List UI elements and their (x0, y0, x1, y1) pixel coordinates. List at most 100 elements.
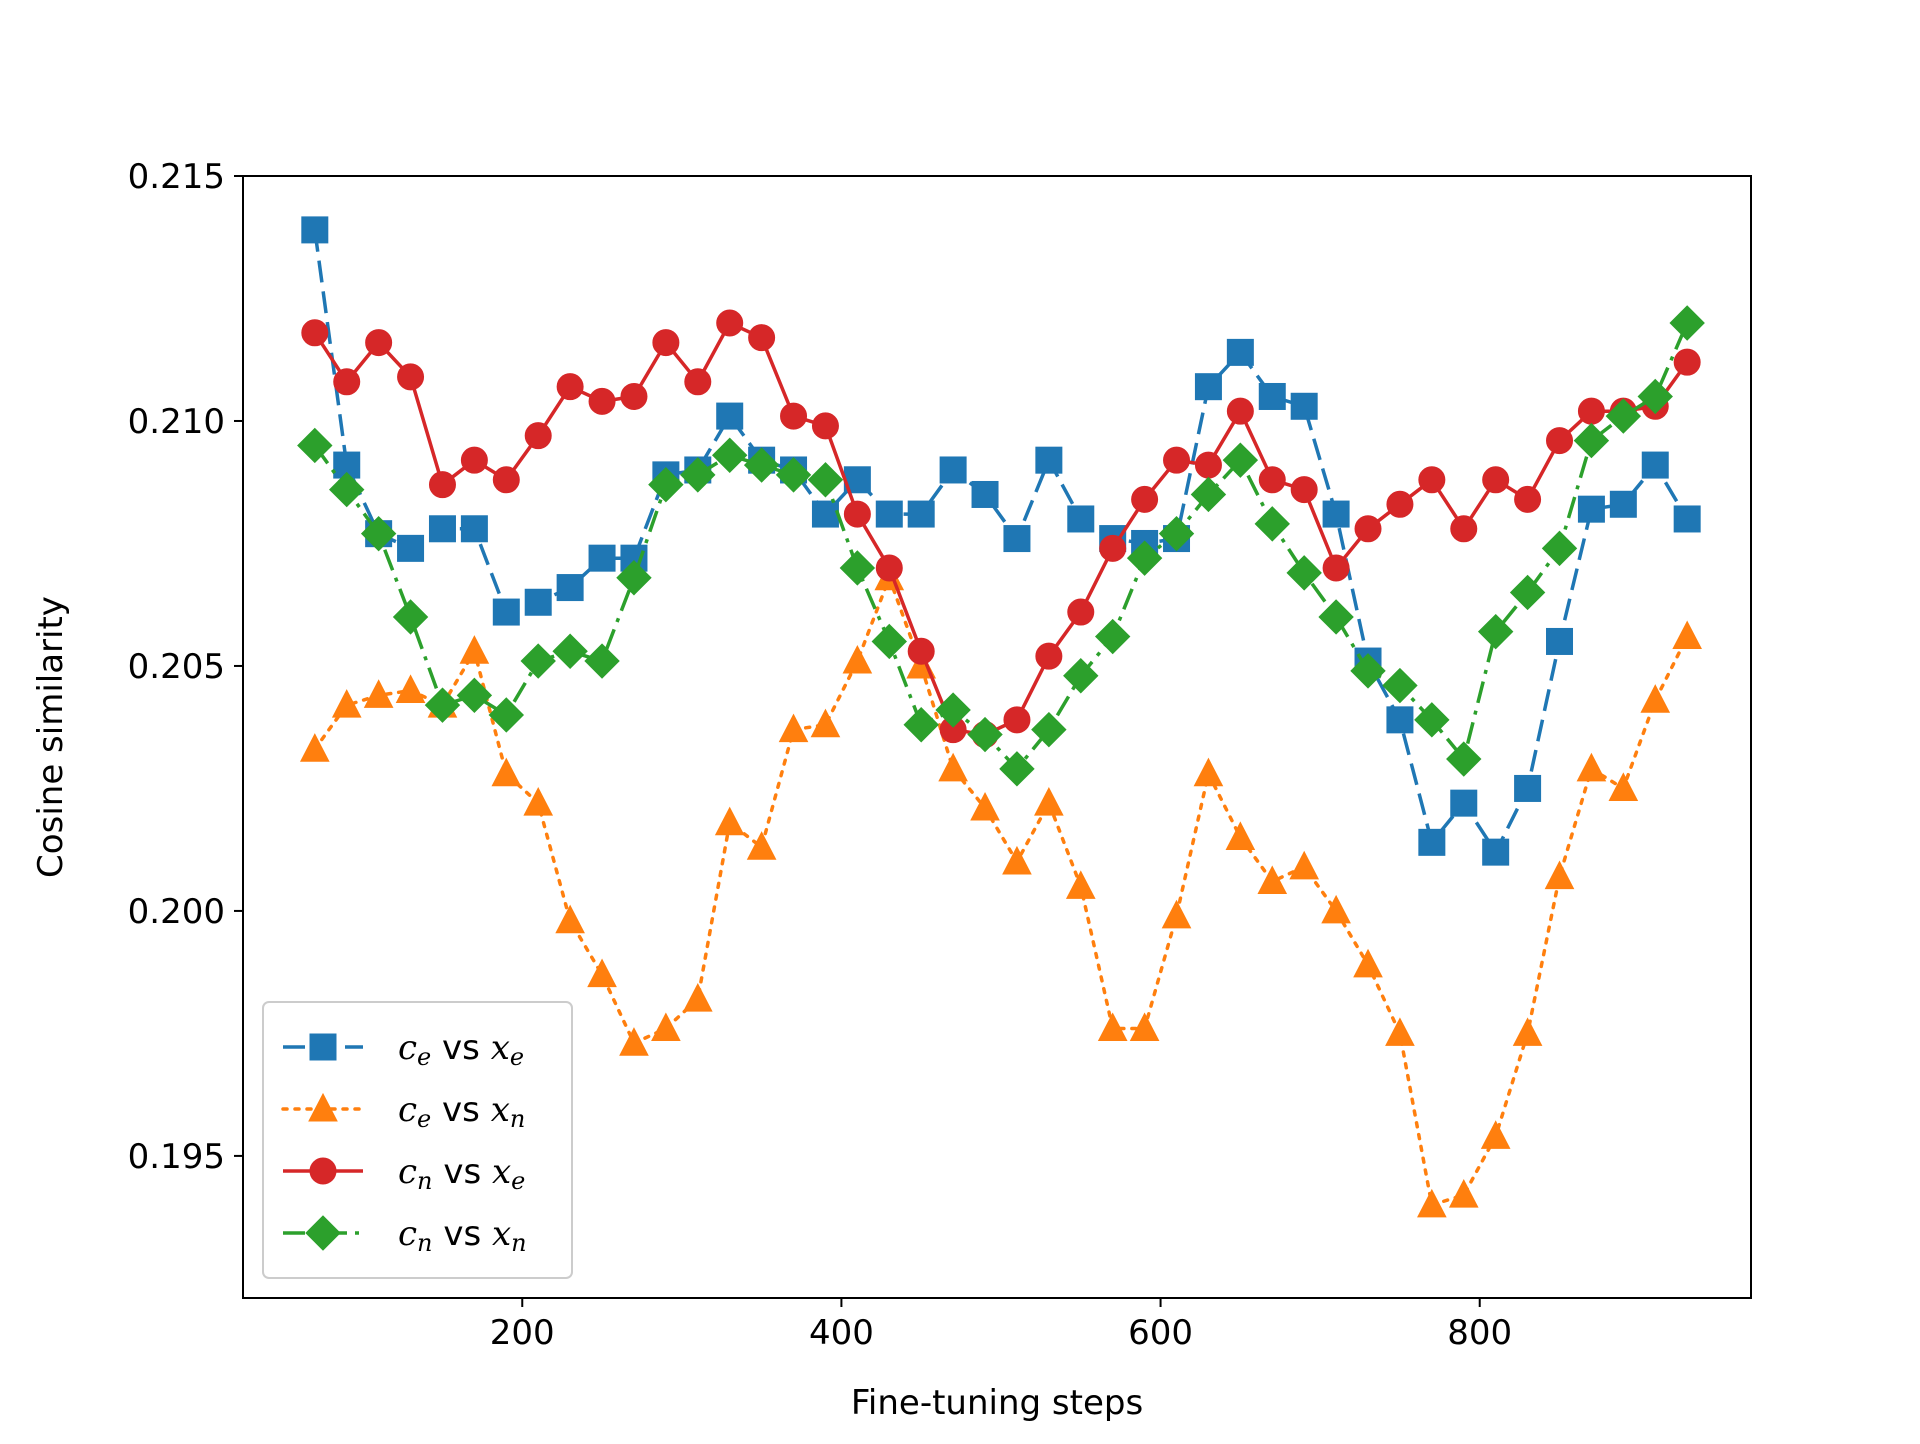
data-point (488, 697, 525, 733)
legend-label: ce vs xn (398, 1090, 525, 1133)
data-point (523, 787, 554, 816)
data-point (1097, 1012, 1128, 1042)
data-point (1322, 554, 1350, 582)
data-point (970, 791, 1000, 821)
data-point (1222, 442, 1259, 478)
data-point (682, 983, 713, 1012)
data-point (907, 500, 935, 528)
data-point (1512, 1017, 1543, 1046)
data-point (1573, 422, 1610, 459)
data-point (1448, 1179, 1479, 1208)
data-point (299, 733, 330, 762)
data-point (1126, 540, 1163, 576)
data-point (1190, 476, 1227, 513)
legend-box (262, 1001, 573, 1279)
data-point (619, 1027, 649, 1056)
data-point (365, 329, 393, 357)
x-axis-label: Fine-tuning steps (851, 1383, 1143, 1423)
data-point (1163, 446, 1191, 474)
data-point (360, 515, 397, 552)
data-point (428, 471, 456, 499)
x-axis: 200 400 600 800 (490, 1298, 1512, 1353)
data-point (680, 457, 716, 493)
data-point (1673, 348, 1701, 376)
data-point (712, 437, 748, 473)
data-point (1605, 398, 1642, 434)
data-point (839, 550, 876, 586)
data-point (1350, 653, 1386, 689)
y-tick-label: 0.195 (128, 1137, 225, 1177)
legend-item: cn vs xe (283, 1152, 525, 1195)
data-point (1514, 774, 1542, 802)
data-point (1003, 525, 1031, 553)
legend-marker (309, 1157, 337, 1185)
data-point (1158, 515, 1195, 552)
data-point (1577, 495, 1605, 523)
data-point (552, 633, 588, 669)
data-point (1290, 476, 1318, 504)
data-point (875, 500, 903, 528)
data-point (1226, 397, 1254, 425)
data-point (333, 368, 361, 396)
data-point (1385, 1017, 1415, 1046)
y-tick-label: 0.200 (128, 892, 225, 932)
data-point (1289, 850, 1320, 880)
data-point (620, 382, 648, 410)
data-point (907, 637, 935, 665)
data-point (428, 515, 456, 543)
series-layer (297, 216, 1705, 1218)
legend-marker (309, 1033, 337, 1061)
data-point (1193, 757, 1224, 787)
data-point (651, 1012, 681, 1042)
legend-marker (308, 1092, 338, 1122)
y-tick-label: 0.205 (128, 647, 225, 687)
legend-item: ce vs xe (283, 1028, 524, 1071)
data-point (1065, 870, 1096, 899)
data-point (1640, 684, 1671, 713)
series-2 (301, 309, 1701, 749)
data-point (587, 958, 617, 988)
series-line (313, 321, 1689, 737)
data-point (903, 707, 939, 743)
y-axis: 0.195 0.200 0.205 0.210 0.215 (128, 157, 243, 1177)
data-point (1129, 1012, 1160, 1042)
data-point (1034, 787, 1064, 816)
data-point (1609, 490, 1637, 518)
data-point (556, 373, 584, 401)
data-point (1418, 828, 1446, 856)
data-point (1382, 667, 1418, 704)
data-point (456, 677, 493, 714)
data-point (1161, 899, 1192, 929)
data-point (807, 462, 844, 498)
data-point (1482, 838, 1510, 866)
data-point (1258, 466, 1286, 494)
plot-frame (242, 175, 1752, 1299)
y-axis-label: Cosine similarity (31, 596, 71, 878)
data-point (329, 471, 365, 508)
data-point (1131, 485, 1159, 513)
data-point (556, 574, 584, 602)
data-point (939, 456, 967, 484)
data-point (810, 708, 841, 738)
data-point (588, 544, 616, 572)
data-point (524, 588, 552, 616)
data-point (778, 713, 809, 743)
data-point (524, 422, 552, 450)
data-point (1672, 620, 1702, 650)
data-point (1386, 706, 1414, 734)
data-point (811, 500, 839, 528)
data-point (1673, 505, 1701, 533)
data-point (1509, 574, 1546, 611)
data-point (748, 324, 776, 352)
data-point (1637, 378, 1673, 415)
data-point (1063, 658, 1099, 694)
data-point (967, 716, 1003, 753)
legend-label: cn vs xn (398, 1214, 527, 1257)
data-point (780, 402, 808, 430)
data-point (716, 309, 744, 337)
data-point (1414, 702, 1450, 738)
data-point (1257, 865, 1288, 895)
data-point (1226, 338, 1254, 366)
data-point (363, 679, 394, 708)
data-point (1641, 451, 1669, 479)
